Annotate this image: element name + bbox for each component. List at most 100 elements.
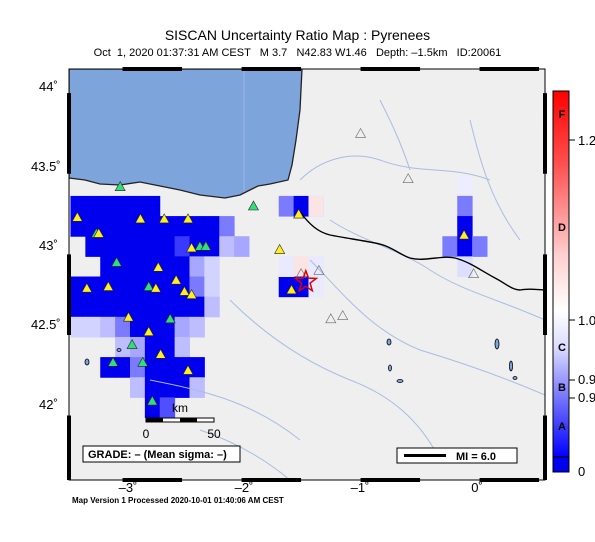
lat-label-44: 44˚	[39, 79, 58, 94]
lat-label-42: 42˚	[39, 397, 58, 412]
lon-label-0: 0˚	[471, 480, 483, 495]
grid-cell	[159, 397, 176, 419]
grid-cell	[115, 296, 131, 318]
grid-cell	[457, 216, 473, 237]
grid-cell	[189, 377, 205, 398]
grid-cell	[129, 336, 146, 358]
grid-cell	[100, 216, 116, 237]
grid-cell	[159, 256, 176, 278]
grid-cell	[189, 216, 205, 237]
station-triangle-icon	[102, 280, 114, 291]
station-triangle-icon	[313, 264, 325, 275]
grid-cell	[129, 195, 146, 217]
grid-cell	[278, 256, 295, 278]
grid-cell	[144, 296, 161, 318]
lat-label-42-5: 42.5˚	[31, 317, 61, 332]
colorbar: F D C B A 1.2 1.0 0.9 0.9 0	[552, 90, 595, 479]
station-triangle-icon	[274, 243, 286, 254]
grid-cell	[219, 236, 235, 257]
station-triangle-icon	[93, 227, 105, 238]
grid-cell	[457, 195, 473, 217]
grid-cell	[278, 195, 295, 217]
grid-cell	[174, 256, 190, 278]
grid-cell	[100, 195, 116, 217]
scale-bar: km 0 50	[143, 401, 221, 441]
grid-cell	[174, 316, 190, 338]
map-area: km 0 50 GRADE: – (Mean sigma: –) MI = 6.…	[69, 69, 545, 480]
lon-label-m3: –3˚	[119, 480, 138, 495]
grid-cell	[293, 276, 309, 298]
grid-cell	[129, 276, 146, 298]
grid-cell	[144, 357, 161, 378]
grid-cell	[204, 216, 220, 237]
colorbar-min-swatch	[552, 456, 570, 473]
grid-cell	[144, 216, 161, 237]
scale-unit: km	[172, 401, 188, 415]
grid-cell	[100, 236, 116, 257]
colorbar-value-0-9b: 0.9	[578, 390, 595, 405]
grid-cell	[85, 316, 101, 338]
grid-cell	[129, 377, 146, 398]
grid-cell	[85, 296, 101, 318]
station-triangle-icon	[146, 395, 158, 406]
station-triangle-icon	[107, 356, 119, 367]
lon-axis: –3˚ –2˚ –1˚ 0˚	[119, 480, 483, 495]
ocean-bay-of-biscay	[69, 69, 303, 199]
station-triangle-icon	[186, 242, 198, 253]
grid-cell	[159, 296, 176, 318]
grid-cell	[100, 256, 116, 278]
grid-cell	[189, 296, 205, 318]
grid-cell	[174, 377, 190, 398]
grid-cell	[174, 336, 190, 358]
grid-cell	[159, 276, 176, 298]
grid-cell	[174, 296, 190, 318]
grid-cell	[129, 236, 146, 257]
station-triangle-icon	[122, 311, 135, 322]
grid-cell	[85, 236, 101, 257]
grade-F: F	[559, 109, 566, 121]
grid-cell	[129, 296, 146, 318]
grid-cell	[70, 296, 86, 318]
grid-cell	[174, 236, 190, 257]
station-triangle-icon	[355, 127, 367, 138]
grid-cell	[115, 276, 131, 298]
grid-cell	[144, 336, 161, 358]
epicenter-star-icon[interactable]	[293, 268, 319, 293]
grid-cell	[159, 336, 176, 358]
station-triangle-icon	[81, 282, 93, 293]
grid-cell	[70, 276, 86, 298]
grid-cell	[189, 316, 205, 338]
grid-cell	[115, 357, 131, 378]
mi-text: MI = 6.0	[456, 451, 496, 463]
grid-cell	[159, 236, 176, 257]
uncertainty-grid	[70, 175, 488, 419]
lon-label-m1: –1˚	[351, 480, 370, 495]
station-triangle-icon	[114, 181, 126, 191]
grid-cell	[457, 175, 473, 197]
grid-cell	[159, 357, 176, 378]
station-triangle-icon	[126, 338, 138, 349]
station-triangle-icon	[137, 356, 149, 367]
stations	[71, 127, 480, 406]
grade-A: A	[558, 421, 566, 433]
station-triangle-icon	[164, 313, 176, 324]
lat-label-43-5: 43.5˚	[31, 159, 61, 174]
scale-label-50: 50	[207, 427, 221, 441]
station-triangle-icon	[186, 289, 198, 299]
station-triangle-icon	[286, 284, 298, 295]
grid-cell	[308, 195, 324, 217]
grid-cell	[457, 256, 473, 278]
colorbar-value-0: 0	[578, 464, 585, 479]
station-triangle-icon	[143, 280, 155, 291]
grid-cell	[85, 195, 101, 217]
grid-cell	[204, 256, 220, 278]
grid-cell	[115, 195, 131, 217]
station-triangle-icon	[71, 211, 83, 222]
border-france-spain	[299, 211, 545, 291]
station-triangle-icon	[458, 229, 470, 240]
scale-label-0: 0	[143, 427, 150, 441]
grid-cell	[129, 316, 146, 338]
station-triangle-icon	[293, 208, 305, 219]
grid-cell	[144, 195, 161, 217]
